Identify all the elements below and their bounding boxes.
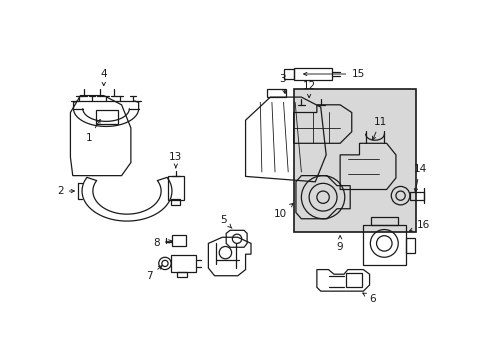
Text: 14: 14 — [412, 164, 426, 192]
Bar — [346, 274, 361, 287]
Text: 12: 12 — [302, 81, 315, 98]
Text: 1: 1 — [85, 120, 100, 143]
Bar — [171, 199, 180, 205]
Text: 8: 8 — [153, 238, 172, 248]
Text: 9: 9 — [336, 236, 343, 252]
Text: 4: 4 — [100, 69, 107, 86]
Text: 7: 7 — [146, 266, 162, 281]
Bar — [177, 272, 186, 276]
Bar — [96, 110, 118, 124]
Text: 13: 13 — [169, 152, 182, 168]
Bar — [363, 225, 405, 265]
Bar — [168, 176, 183, 199]
Bar — [293, 68, 332, 80]
Bar — [171, 255, 196, 272]
Text: 10: 10 — [273, 203, 292, 219]
Text: 5: 5 — [220, 215, 231, 228]
Bar — [284, 69, 293, 78]
Text: 11: 11 — [372, 117, 386, 140]
Text: 16: 16 — [408, 220, 429, 231]
Text: 6: 6 — [362, 293, 375, 304]
Text: 2: 2 — [57, 186, 74, 196]
Bar — [266, 89, 285, 97]
Bar — [293, 89, 415, 232]
Bar — [172, 235, 185, 246]
Text: 15: 15 — [303, 69, 364, 79]
Bar — [405, 238, 414, 253]
Text: 3: 3 — [278, 75, 285, 93]
Bar — [409, 192, 423, 199]
Bar — [370, 217, 397, 225]
